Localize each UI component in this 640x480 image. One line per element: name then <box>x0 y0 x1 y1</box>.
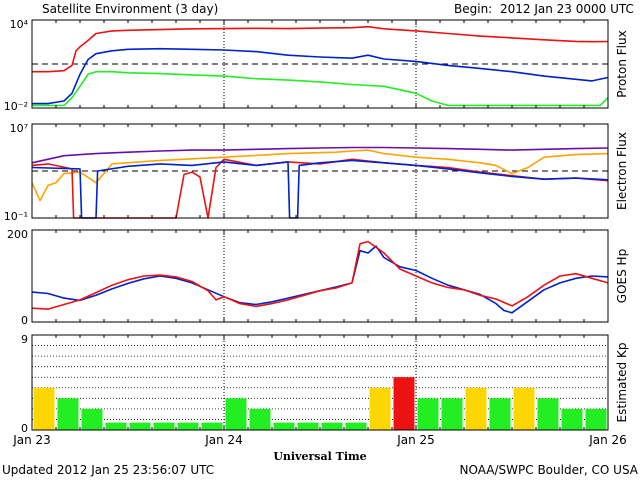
kp-bar <box>105 422 127 430</box>
x-axis-label: Universal Time <box>273 450 366 463</box>
panels-group: 10⁴ 10⁻² Proton Flux 10⁷ 10⁻¹ Electron Flux 20… <box>4 18 629 447</box>
kp-bar <box>393 377 415 430</box>
series-line-red <box>31 240 609 310</box>
kp-bar <box>153 422 175 430</box>
series-line-red <box>32 25 609 73</box>
x-tick-label: Jan 23 <box>12 433 51 447</box>
updated-timestamp: Updated 2012 Jan 25 23:56:07 UTC <box>2 463 214 477</box>
kp-bar <box>345 422 367 430</box>
x-tick-label: Jan 25 <box>396 433 435 447</box>
series-line-purple <box>31 146 609 164</box>
kp-bar <box>57 398 79 430</box>
panel-1: 10⁴ 10⁻² Proton Flux <box>4 18 629 113</box>
kp-bar <box>537 398 559 430</box>
kp-bar <box>513 387 535 430</box>
credit-text: NOAA/SWPC Boulder, CO USA <box>460 463 639 477</box>
kp-bar <box>417 398 439 430</box>
kp-bar <box>465 387 487 430</box>
panel-frame <box>31 123 609 219</box>
series-line-blue <box>32 47 609 105</box>
panel-frame <box>31 229 609 323</box>
kp-bar <box>201 422 223 430</box>
panel-frame <box>31 19 609 109</box>
y-tick-label-bottom: 10⁻² <box>4 100 28 113</box>
y-axis-label: Estimated Kp <box>615 343 629 423</box>
x-tick-label: Jan 26 <box>588 433 627 447</box>
panel-4: 9 0 Estimated Kp <box>21 333 629 435</box>
y-axis-label: Electron Flux <box>615 132 629 210</box>
y-axis-label: GOES Hp <box>615 249 629 303</box>
series-line-orange <box>31 149 609 202</box>
y-tick-label-bottom: 10⁻¹ <box>4 210 28 223</box>
kp-bar <box>81 408 103 430</box>
x-tick-label: Jan 24 <box>204 433 243 447</box>
kp-bar <box>585 408 607 430</box>
y-tick-label-top: 10⁴ <box>10 18 29 31</box>
kp-bar <box>273 422 295 430</box>
kp-bar <box>369 387 391 430</box>
begin-label: Begin: <box>454 2 492 16</box>
kp-bar <box>129 422 151 430</box>
figure-title: Satellite Environment (3 day) <box>42 2 218 16</box>
kp-bar <box>489 398 511 430</box>
kp-bar <box>321 422 343 430</box>
series-line-blue <box>31 245 609 314</box>
kp-bar <box>297 422 319 430</box>
y-tick-label-bottom: 0 <box>21 422 28 435</box>
series-line-blue <box>31 159 609 219</box>
kp-bar <box>561 408 583 430</box>
panel-3: 200 0 GOES Hp <box>7 228 629 327</box>
y-axis-label: Proton Flux <box>615 30 629 97</box>
kp-bar <box>177 422 199 430</box>
panel-2: 10⁷ 10⁻¹ Electron Flux <box>4 122 629 223</box>
y-tick-label-top: 200 <box>7 228 28 241</box>
y-tick-label-bottom: 0 <box>21 314 28 327</box>
kp-bar <box>249 408 271 430</box>
kp-bar <box>441 398 463 430</box>
y-tick-label-top: 10⁷ <box>10 122 28 135</box>
kp-bar <box>33 387 55 430</box>
begin-value: 2012 Jan 23 0000 UTC <box>500 2 634 16</box>
kp-bar <box>225 398 247 430</box>
y-tick-label-top: 9 <box>21 333 28 346</box>
series-line-green <box>32 70 609 107</box>
